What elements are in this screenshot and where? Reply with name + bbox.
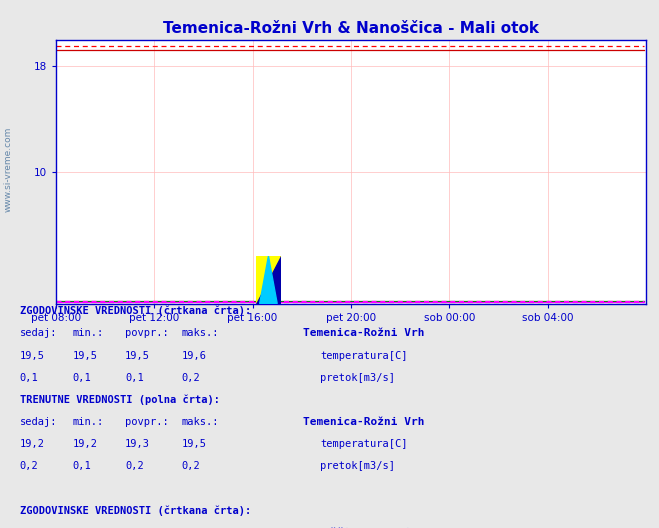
- Text: maks.:: maks.:: [181, 328, 219, 338]
- Text: 0,2: 0,2: [181, 461, 200, 472]
- Text: min.:: min.:: [72, 328, 103, 338]
- Text: www.si-vreme.com: www.si-vreme.com: [3, 126, 13, 212]
- Text: 0,2: 0,2: [181, 373, 200, 383]
- Polygon shape: [256, 256, 281, 304]
- Text: 19,5: 19,5: [125, 351, 150, 361]
- Polygon shape: [260, 256, 277, 304]
- Text: ZGODOVINSKE VREDNOSTI (črtkana črta):: ZGODOVINSKE VREDNOSTI (črtkana črta):: [20, 505, 251, 516]
- Text: sedaj:: sedaj:: [20, 417, 57, 427]
- Text: Temenica-Rožni Vrh: Temenica-Rožni Vrh: [303, 417, 424, 427]
- Text: 19,5: 19,5: [72, 351, 98, 361]
- Text: TRENUTNE VREDNOSTI (polna črta):: TRENUTNE VREDNOSTI (polna črta):: [20, 394, 219, 405]
- Polygon shape: [256, 256, 281, 304]
- Text: min.:: min.:: [72, 417, 103, 427]
- Text: sedaj:: sedaj:: [20, 328, 57, 338]
- Text: pretok[m3/s]: pretok[m3/s]: [320, 373, 395, 383]
- Text: ZGODOVINSKE VREDNOSTI (črtkana črta):: ZGODOVINSKE VREDNOSTI (črtkana črta):: [20, 306, 251, 316]
- Text: povpr.:: povpr.:: [125, 417, 169, 427]
- Text: 0,2: 0,2: [125, 461, 144, 472]
- Text: 19,6: 19,6: [181, 351, 206, 361]
- Text: 0,1: 0,1: [72, 461, 91, 472]
- Text: 0,1: 0,1: [125, 373, 144, 383]
- Title: Temenica-Rožni Vrh & Nanoščica - Mali otok: Temenica-Rožni Vrh & Nanoščica - Mali ot…: [163, 21, 539, 36]
- Text: povpr.:: povpr.:: [125, 328, 169, 338]
- Text: 19,5: 19,5: [181, 439, 206, 449]
- Text: 19,5: 19,5: [20, 351, 45, 361]
- Text: temperatura[C]: temperatura[C]: [320, 439, 408, 449]
- Text: 0,1: 0,1: [72, 373, 91, 383]
- Text: pretok[m3/s]: pretok[m3/s]: [320, 461, 395, 472]
- Text: 19,2: 19,2: [20, 439, 45, 449]
- Text: 0,1: 0,1: [20, 373, 38, 383]
- Text: 0,2: 0,2: [20, 461, 38, 472]
- Text: 19,2: 19,2: [72, 439, 98, 449]
- Text: Temenica-Rožni Vrh: Temenica-Rožni Vrh: [303, 328, 424, 338]
- Text: maks.:: maks.:: [181, 417, 219, 427]
- Text: 19,3: 19,3: [125, 439, 150, 449]
- Text: temperatura[C]: temperatura[C]: [320, 351, 408, 361]
